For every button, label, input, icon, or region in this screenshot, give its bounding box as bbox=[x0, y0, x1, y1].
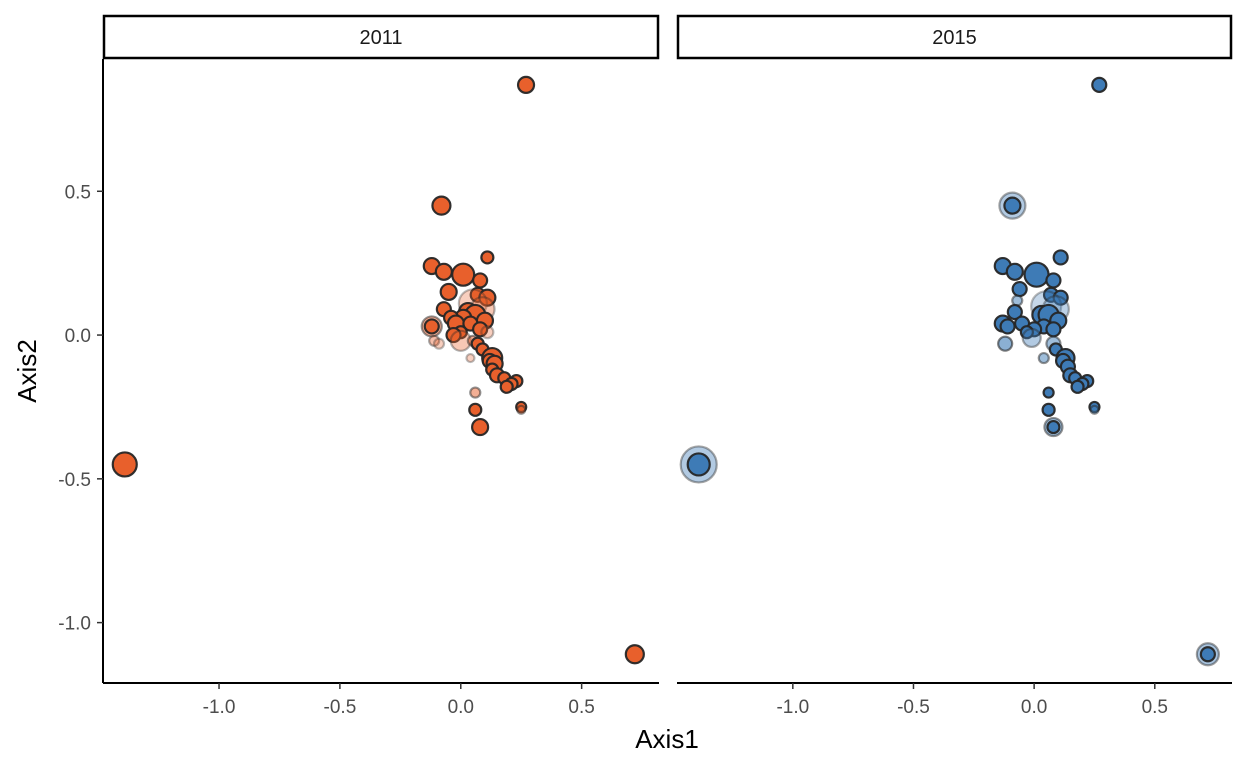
data-point bbox=[451, 262, 476, 287]
y-tick-label: 0.0 bbox=[65, 326, 91, 347]
data-point bbox=[1019, 325, 1034, 340]
panels-layer: 2011 -1.0 -0.5 0.0 0.5 2015 -1.0 -0.5 0.0 0.5 bbox=[102, 14, 1233, 718]
data-point bbox=[624, 644, 645, 665]
data-point bbox=[431, 195, 452, 216]
x-tick-label: -0.5 bbox=[897, 697, 930, 718]
x-axis-title: Axis1 bbox=[635, 724, 699, 754]
x-tick-label: -1.0 bbox=[776, 697, 809, 718]
points-2015 bbox=[679, 76, 1220, 667]
data-point bbox=[423, 318, 440, 335]
data-point bbox=[469, 386, 482, 399]
y-tick-label: 0.5 bbox=[65, 182, 91, 203]
facet-strip-label: 2011 bbox=[359, 27, 402, 49]
data-point bbox=[434, 262, 453, 281]
data-point bbox=[516, 75, 536, 94]
facet-panel-2011: 2011 -1.0 -0.5 0.0 0.5 bbox=[102, 14, 660, 718]
data-point bbox=[516, 404, 527, 415]
x-tick-label: -1.0 bbox=[203, 697, 236, 718]
y-axis-title: Axis2 bbox=[12, 339, 42, 403]
y-axis: -1.0 -0.5 0.0 0.5 bbox=[58, 59, 104, 683]
data-point bbox=[1045, 321, 1062, 338]
data-point bbox=[1199, 646, 1216, 663]
facet-strip bbox=[102, 14, 660, 60]
data-point bbox=[472, 272, 489, 289]
data-point bbox=[428, 334, 441, 347]
data-point bbox=[439, 282, 458, 302]
data-point bbox=[432, 337, 446, 350]
data-point bbox=[480, 325, 495, 340]
data-point bbox=[1023, 261, 1050, 288]
data-point bbox=[1003, 196, 1022, 215]
data-point bbox=[1052, 289, 1069, 306]
data-point bbox=[1052, 249, 1069, 266]
facet-panel-2015: 2015 -1.0 -0.5 0.0 0.5 bbox=[676, 14, 1233, 718]
data-point bbox=[1045, 272, 1062, 289]
data-point bbox=[686, 452, 711, 477]
data-point bbox=[1006, 303, 1023, 321]
data-point bbox=[499, 379, 514, 394]
data-point bbox=[1046, 419, 1061, 435]
x-tick-label: 0.0 bbox=[1021, 697, 1047, 718]
data-point bbox=[1042, 386, 1055, 399]
points-2011 bbox=[111, 75, 645, 665]
data-point bbox=[445, 326, 462, 344]
facet-strip bbox=[676, 14, 1233, 60]
y-tick-label: -0.5 bbox=[58, 470, 91, 491]
data-point bbox=[1070, 379, 1085, 394]
data-point bbox=[1037, 351, 1050, 365]
data-point bbox=[1089, 404, 1100, 415]
data-point bbox=[478, 288, 497, 307]
data-point bbox=[480, 250, 495, 265]
data-point bbox=[468, 402, 483, 417]
data-point bbox=[1005, 262, 1024, 281]
data-point bbox=[1041, 402, 1056, 417]
data-point bbox=[1011, 280, 1028, 298]
x-tick-label: 0.0 bbox=[448, 697, 474, 718]
data-point bbox=[471, 417, 490, 437]
x-tick-label: -0.5 bbox=[324, 697, 357, 718]
data-point bbox=[997, 335, 1014, 352]
facet-strip-label: 2015 bbox=[932, 27, 977, 49]
x-tick-label: 0.5 bbox=[1142, 697, 1168, 718]
data-point bbox=[111, 451, 138, 478]
data-point bbox=[1091, 76, 1108, 93]
data-point bbox=[1021, 327, 1042, 349]
y-tick-label: -1.0 bbox=[58, 614, 91, 635]
data-point bbox=[472, 321, 489, 338]
data-point bbox=[999, 318, 1016, 335]
x-tick-label: 0.5 bbox=[568, 697, 594, 718]
data-point bbox=[465, 352, 476, 364]
